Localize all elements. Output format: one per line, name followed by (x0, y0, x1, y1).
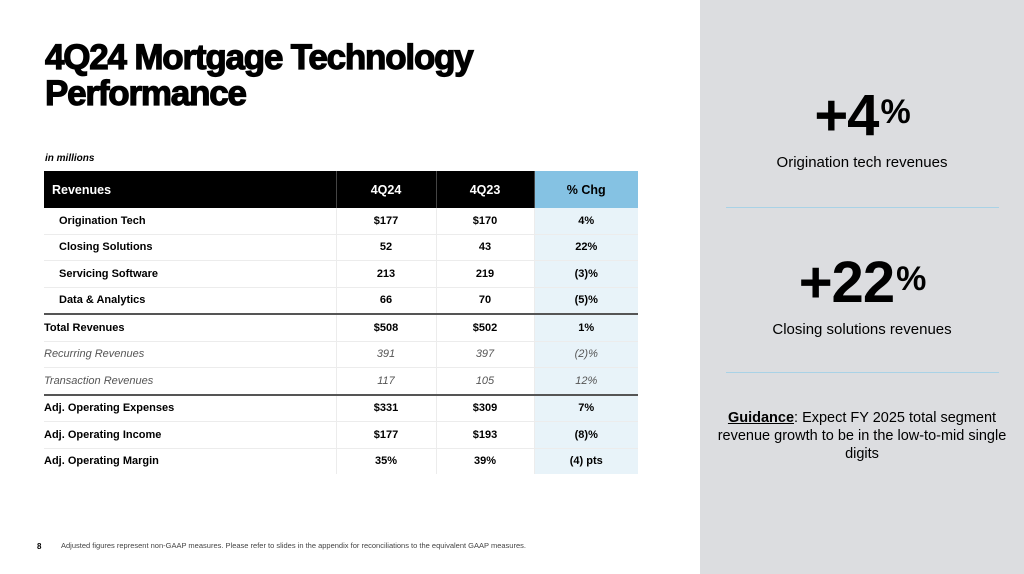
cell-4q23: 39% (436, 448, 535, 474)
cell-chg: (5)% (534, 287, 638, 315)
cell-chg: 7% (534, 393, 638, 422)
cell-4q23: 219 (436, 260, 535, 288)
cell-chg: 12% (534, 367, 638, 395)
cell-4q24: 52 (336, 234, 437, 261)
guidance-label: Guidance (727, 410, 795, 426)
table-row: Recurring Revenues 391 397 (2)% (44, 340, 638, 368)
cell-chg: (2)% (534, 340, 638, 368)
main-panel: 4Q24 Mortgage Technology Performance in … (37, 38, 638, 551)
row-label: Adj. Operating Expenses (44, 393, 337, 422)
cell-4q23: $193 (436, 421, 535, 449)
title-line-1: 4Q24 Mortgage Technology (44, 38, 474, 77)
cell-4q24: 391 (336, 340, 437, 368)
cell-4q23: 70 (436, 287, 535, 315)
cell-4q23: 105 (436, 367, 535, 395)
divider (726, 372, 999, 373)
guidance-text: Guidance: Expect FY 2025 total segment r… (717, 410, 1007, 462)
table-row: Data & Analytics 66 70 (5)% (44, 287, 638, 315)
row-label: Data & Analytics (44, 287, 337, 315)
header-4q23: 4Q23 (436, 171, 535, 208)
cell-chg: 4% (534, 208, 638, 235)
highlight-caption: Closing solutions revenues (772, 321, 952, 338)
cell-4q24: 213 (336, 260, 437, 288)
table-row: Adj. Operating Margin 35% 39% (4) pts (44, 448, 638, 474)
highlight-closing: +22% Closing solutions revenues (700, 250, 1024, 339)
row-label: Total Revenues (44, 313, 337, 342)
table-row: Adj. Operating Expenses $331 $309 7% (44, 393, 638, 422)
divider (726, 207, 999, 208)
header-pct-chg: % Chg (534, 171, 638, 208)
row-label: Closing Solutions (44, 234, 337, 261)
title-line-2: Performance (44, 74, 247, 113)
table-row: Origination Tech $177 $170 4% (44, 208, 638, 235)
highlight-value: +22% (798, 250, 927, 315)
table-row: Adj. Operating Income $177 $193 (8)% (44, 421, 638, 449)
table-row: Closing Solutions 52 43 22% (44, 234, 638, 261)
cell-4q24: 35% (336, 448, 437, 474)
cell-chg: (8)% (534, 421, 638, 449)
header-4q24: 4Q24 (336, 171, 437, 208)
row-label: Servicing Software (44, 260, 337, 288)
row-label: Recurring Revenues (44, 340, 337, 368)
highlights-panel: +4% Origination tech revenues +22% Closi… (700, 0, 1024, 574)
percent-sign: % (880, 93, 910, 131)
cell-4q23: 397 (436, 340, 535, 368)
cell-chg: 22% (534, 234, 638, 261)
page-number: 8 (37, 542, 42, 551)
cell-4q24: 66 (336, 287, 437, 315)
cell-4q24: 117 (336, 367, 437, 395)
table-header-row: Revenues 4Q24 4Q23 % Chg (44, 171, 638, 208)
financial-table: Revenues 4Q24 4Q23 % Chg Origination Tec… (44, 171, 638, 474)
cell-4q23: 43 (436, 234, 535, 261)
row-label: Origination Tech (44, 208, 337, 235)
table-row: Transaction Revenues 117 105 12% (44, 367, 638, 395)
footnote: Adjusted figures represent non-GAAP meas… (61, 541, 526, 550)
cell-4q24: $177 (336, 208, 437, 235)
cell-4q23: $309 (436, 393, 535, 422)
page-title: 4Q24 Mortgage Technology Performance (44, 38, 474, 113)
cell-4q23: $502 (436, 313, 535, 342)
cell-4q23: $170 (436, 208, 535, 235)
header-revenues: Revenues (44, 171, 337, 208)
cell-4q24: $331 (336, 393, 437, 422)
cell-4q24: $177 (336, 421, 437, 449)
table-row-total: Total Revenues $508 $502 1% (44, 313, 638, 342)
cell-chg: (4) pts (534, 448, 638, 474)
highlight-caption: Origination tech revenues (776, 154, 948, 171)
highlight-value: +4% (814, 83, 910, 148)
row-label: Adj. Operating Income (44, 421, 337, 449)
row-label: Transaction Revenues (44, 367, 337, 395)
percent-sign: % (896, 260, 926, 298)
units-label: in millions (45, 153, 95, 164)
cell-chg: 1% (534, 313, 638, 342)
cell-4q24: $508 (336, 313, 437, 342)
highlight-origination: +4% Origination tech revenues (700, 83, 1024, 172)
table-row: Servicing Software 213 219 (3)% (44, 260, 638, 288)
cell-chg: (3)% (534, 260, 638, 288)
row-label: Adj. Operating Margin (44, 448, 337, 474)
